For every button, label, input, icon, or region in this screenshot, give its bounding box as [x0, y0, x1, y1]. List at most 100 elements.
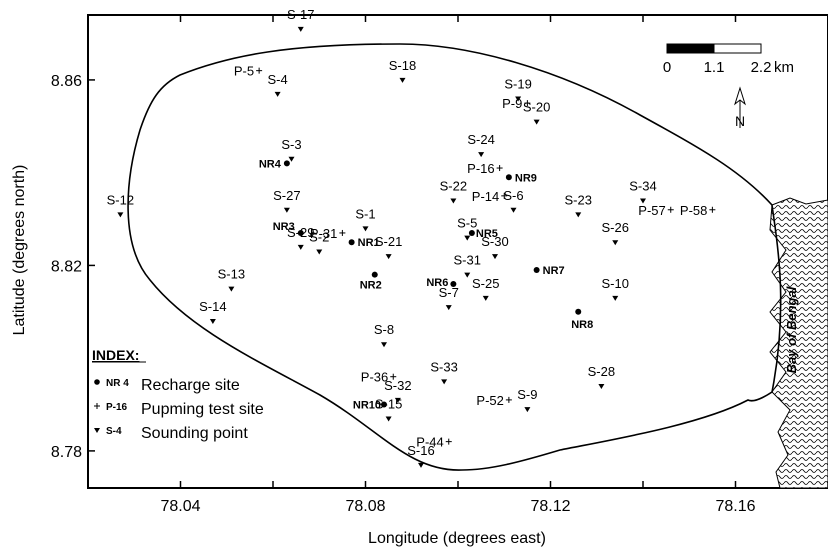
- point-label-s-20: S-20: [523, 100, 550, 115]
- point-label-p-52: P-52: [476, 393, 503, 408]
- scale-label-max: 2.2: [751, 59, 772, 76]
- point-label-p-57: P-57: [638, 203, 665, 218]
- sounding-point-s-33: [441, 379, 448, 385]
- point-label-nr7: NR7: [543, 265, 565, 277]
- point-label-s-8: S-8: [374, 322, 394, 337]
- pumping-test-site-p-52: [505, 396, 512, 403]
- axis-layer: 78.04 78.08 78.12 78.16 8.86 8.82 8.78: [51, 15, 828, 515]
- point-label-nr5: NR5: [476, 228, 498, 240]
- point-label-p-5: P-5: [234, 64, 254, 79]
- x-axis-title: Longitude (degrees east): [368, 530, 546, 547]
- sounding-point-s-9: [524, 407, 531, 413]
- sounding-point-s-21: [385, 254, 392, 260]
- point-label-s-32: S-32: [384, 378, 411, 393]
- sounding-point-s-23: [575, 212, 582, 218]
- point-label-nr10: NR10: [353, 400, 381, 412]
- legend-recharge-symbol: [94, 379, 100, 385]
- recharge-site-nr9: [505, 174, 512, 181]
- sounding-point-s-5: [464, 235, 471, 241]
- sounding-point-s-2: [316, 249, 323, 255]
- sounding-point-s-22: [450, 198, 457, 204]
- point-label-s-29: S-29: [287, 225, 314, 240]
- recharge-site-nr5: [468, 229, 475, 236]
- points-layer: NR1NR2NR3NR4NR5NR6NR7NR8NR9NR10P-5P-9P-1…: [107, 7, 716, 468]
- pumping-test-site-p-57: [667, 206, 674, 213]
- point-label-s-2: S-2: [309, 230, 329, 245]
- sounding-point-s-29: [297, 244, 304, 250]
- legend: INDEX: NR 4 Recharge site P-16 Pupming t…: [92, 347, 264, 442]
- point-label-s-9: S-9: [517, 387, 537, 402]
- point-label-s-27: S-27: [273, 188, 300, 203]
- point-label-s-23: S-23: [565, 192, 592, 207]
- x-tick-label-2: 78.12: [530, 498, 570, 515]
- recharge-site-nr8: [575, 308, 582, 315]
- sounding-point-s-18: [399, 77, 406, 83]
- point-label-s-30: S-30: [481, 234, 508, 249]
- point-label-s-5: S-5: [457, 216, 477, 231]
- point-label-s-34: S-34: [629, 178, 656, 193]
- point-label-s-26: S-26: [602, 220, 629, 235]
- point-label-s-17: S-17: [287, 7, 314, 22]
- pumping-test-site-p-58: [709, 206, 716, 213]
- point-label-s-33: S-33: [430, 359, 457, 374]
- x-tick-label-3: 78.16: [715, 498, 755, 515]
- legend-recharge-key: NR 4: [106, 378, 129, 389]
- point-label-nr9: NR9: [515, 172, 537, 184]
- y-tick-label-0: 8.86: [51, 73, 82, 90]
- legend-sounding-symbol: [94, 428, 100, 433]
- y-tick-label-2: 8.78: [51, 444, 82, 461]
- point-label-nr6: NR6: [426, 277, 448, 289]
- point-label-s-24: S-24: [467, 132, 494, 147]
- point-label-s-3: S-3: [281, 137, 301, 152]
- recharge-site-nr2: [371, 271, 378, 278]
- sounding-point-s-20: [533, 119, 540, 125]
- bay-label: Bay of Bengal: [784, 286, 799, 373]
- sounding-point-s-1: [362, 226, 369, 232]
- point-label-s-12: S-12: [107, 192, 134, 207]
- pumping-test-site-p-5: [256, 67, 263, 74]
- sounding-point-s-15: [385, 416, 392, 422]
- sounding-point-s-34: [640, 198, 646, 204]
- point-label-p-31: P-31: [310, 226, 337, 241]
- pumping-test-site-p-16: [496, 165, 503, 172]
- point-label-p-36: P-36: [361, 370, 388, 385]
- sounding-point-s-13: [228, 286, 235, 292]
- recharge-site-nr3: [297, 229, 304, 236]
- legend-pumping-label: Pupming test site: [141, 401, 264, 418]
- legend-pumping-symbol: [94, 403, 100, 409]
- legend-pumping-key: P-16: [106, 402, 128, 413]
- sounding-point-s-3: [288, 156, 295, 162]
- pumping-test-site-p-36: [390, 373, 397, 380]
- sounding-point-s-7: [445, 305, 452, 311]
- legend-sounding-label: Sounding point: [141, 425, 248, 442]
- recharge-site-nr6: [450, 280, 457, 287]
- sounding-point-s-8: [381, 342, 387, 348]
- pumping-test-site-p-31: [339, 229, 346, 236]
- point-label-s-10: S-10: [602, 276, 629, 291]
- sounding-point-s-10: [612, 295, 619, 301]
- scale-label-0: 0: [663, 59, 671, 76]
- point-label-s-4: S-4: [268, 72, 288, 87]
- recharge-site-nr4: [283, 160, 290, 167]
- x-tick-label-0: 78.04: [160, 498, 200, 515]
- sounding-point-s-12: [117, 212, 124, 218]
- point-label-s-31: S-31: [454, 253, 481, 268]
- point-label-p-58: P-58: [680, 203, 707, 218]
- legend-title: INDEX:: [92, 347, 139, 363]
- sounding-point-s-30: [492, 254, 498, 260]
- sounding-point-s-14: [209, 319, 216, 325]
- sounding-point-s-32: [394, 397, 401, 403]
- scale-label-mid: 1.1: [704, 59, 725, 76]
- recharge-site-nr10: [381, 401, 387, 408]
- point-label-s-7: S-7: [439, 285, 459, 300]
- sounding-point-s-6: [510, 207, 517, 213]
- sounding-point-s-16: [418, 462, 424, 468]
- point-label-s-16: S-16: [407, 443, 434, 458]
- point-label-s-22: S-22: [440, 178, 467, 193]
- sounding-point-s-26: [612, 240, 619, 246]
- north-arrow-icon: N: [734, 86, 746, 129]
- point-label-p-14: P-14: [472, 189, 499, 204]
- point-label-s-28: S-28: [588, 364, 615, 379]
- point-label-s-21: S-21: [375, 234, 402, 249]
- study-area-boundary: [127, 43, 782, 471]
